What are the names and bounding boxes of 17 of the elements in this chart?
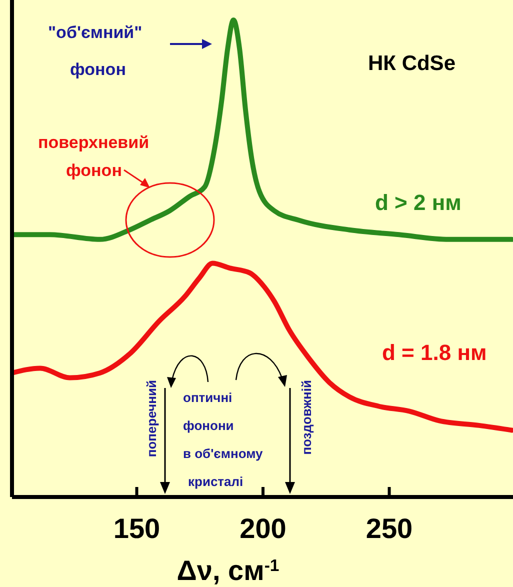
x-tick-label: 250 [366, 513, 413, 544]
x-axis-title: Δν, см$^{-1}$ [176, 555, 280, 586]
annotation: оптичні [183, 390, 232, 405]
annotation: поверхневий [38, 133, 150, 152]
annotation: кристалі [188, 474, 244, 489]
x-tick-label: 200 [240, 513, 286, 544]
annotation: фонон [70, 60, 126, 79]
annotation: "об'ємний" [48, 23, 142, 42]
annotation: поперечний [144, 380, 159, 458]
annotation: фонон [66, 161, 122, 180]
annotation: фонони [183, 418, 234, 433]
annotation: в об'ємному [183, 446, 264, 461]
series-label: d > 2 нм [375, 190, 462, 215]
annotation: поздовжній [299, 380, 314, 455]
annotation: НК CdSe [368, 52, 456, 75]
x-tick-label: 150 [113, 513, 160, 544]
series-label: d = 1.8 нм [382, 340, 487, 365]
